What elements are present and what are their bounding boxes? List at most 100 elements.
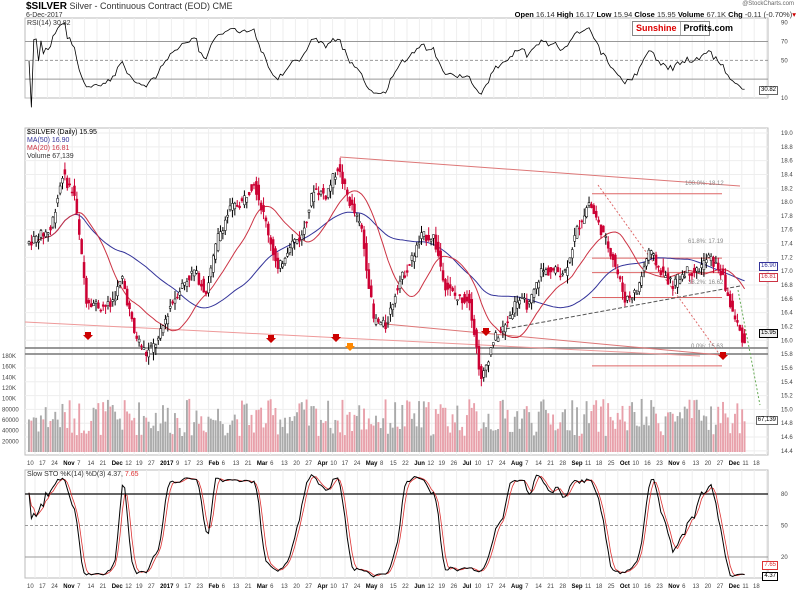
candle-body: [94, 301, 98, 304]
candle-body: [326, 188, 330, 198]
volume-bar: [516, 411, 519, 452]
volume-bar: [583, 414, 586, 452]
candle-body: [468, 293, 471, 304]
candle-body: [518, 300, 521, 305]
signal-arrow-icon: [718, 352, 728, 360]
candle-body: [243, 195, 246, 206]
candle-body: [630, 297, 634, 301]
volume-bar: [566, 430, 569, 452]
volume-bar: [403, 426, 406, 452]
candle-body: [133, 317, 136, 333]
candle-body: [647, 249, 651, 261]
candle-body: [427, 234, 430, 241]
ma20-value-box: 16.81: [758, 273, 778, 282]
volume-bar: [444, 407, 447, 452]
volume-bar: [212, 419, 215, 452]
candle-body: [480, 366, 483, 379]
volume-bar: [30, 420, 33, 452]
volume-bar: [226, 432, 229, 452]
sunshine-profits-logo: Sunshine Profits.com: [632, 21, 733, 36]
volume-bar: [628, 405, 631, 452]
volume-bar: [504, 418, 507, 452]
volume-bar: [317, 435, 320, 452]
candle-body: [685, 266, 689, 274]
candle-body: [444, 279, 447, 291]
candle-body: [484, 364, 488, 371]
volume-label: Volume: [677, 10, 705, 19]
volume-bar: [544, 409, 547, 452]
candle-body: [224, 219, 227, 231]
candle-body: [281, 263, 284, 268]
volume-tick-label: 140K: [2, 375, 16, 381]
date-tick-label: 14: [88, 584, 95, 590]
volume-bar: [260, 407, 263, 452]
candle-body: [628, 295, 631, 298]
volume-bar: [631, 402, 634, 452]
candle-body: [458, 294, 462, 296]
signal-arrow-icon: [345, 343, 355, 351]
candle-body: [393, 296, 397, 304]
candle-body: [721, 268, 725, 275]
down-arrow-icon: ▾: [792, 10, 796, 19]
candle-body: [575, 226, 579, 239]
candle-body: [592, 205, 596, 215]
volume-bar: [284, 417, 286, 452]
volume-bar: [293, 416, 296, 452]
candle-body: [633, 290, 636, 293]
candle-body: [520, 296, 524, 299]
date-tick-label: 8: [380, 584, 384, 590]
volume-bar: [384, 399, 387, 452]
volume-bar: [743, 421, 746, 452]
candle-body: [535, 282, 538, 290]
volume-bar: [377, 422, 380, 452]
signal-arrow-icon: [266, 335, 276, 343]
resistance-trendline: [339, 156, 741, 187]
date-tick-label: 19: [438, 584, 445, 590]
date-tick-label: 20: [293, 461, 300, 467]
candle-body: [207, 282, 210, 294]
candle-body: [336, 168, 339, 172]
volume-bar: [600, 406, 602, 452]
volume-bar: [329, 427, 332, 452]
candle-body: [594, 210, 598, 218]
sto-tick-label: 80: [781, 492, 788, 498]
date-tick-label: 7: [525, 461, 529, 467]
candle-body: [216, 233, 220, 251]
price-tick-label: 14.8: [781, 421, 793, 427]
volume-bar: [415, 426, 418, 452]
volume-bar: [418, 401, 421, 452]
date-tick-label: Aug: [511, 461, 523, 467]
date-tick-label: Mar: [257, 461, 268, 467]
candle-body: [291, 240, 294, 249]
credit: @StockCharts.com: [742, 1, 794, 7]
ma50-line: [28, 211, 745, 309]
candle-body: [56, 198, 59, 204]
date-tick-label: 11: [742, 461, 749, 467]
volume-bar: [702, 415, 705, 452]
candle-body: [197, 272, 201, 285]
candle-body: [604, 236, 608, 238]
date-tick-label: 12: [125, 584, 132, 590]
volume-bar: [621, 405, 624, 452]
date-tick-label: 24: [354, 461, 361, 467]
candle-body: [286, 252, 289, 257]
date-tick-label: 22: [402, 461, 409, 467]
candle-body: [271, 239, 275, 256]
date-tick-label: 17: [487, 461, 494, 467]
rsi-tick-label: 10: [781, 96, 788, 102]
volume-bar: [219, 421, 222, 452]
price-tick-label: 18.8: [781, 145, 793, 151]
candle-body: [417, 242, 421, 245]
volume-bar: [341, 399, 344, 452]
volume-bar: [659, 431, 662, 452]
volume-bar: [372, 425, 375, 452]
projection-line: [597, 184, 721, 356]
date-tick-label: 19: [136, 584, 143, 590]
volume-bar: [185, 400, 188, 452]
volume-bar: [61, 403, 64, 452]
candle-body: [219, 231, 222, 242]
candle-body: [82, 262, 86, 278]
candle-body: [614, 254, 617, 267]
volume-bar: [705, 416, 708, 452]
volume-bar: [379, 428, 382, 452]
